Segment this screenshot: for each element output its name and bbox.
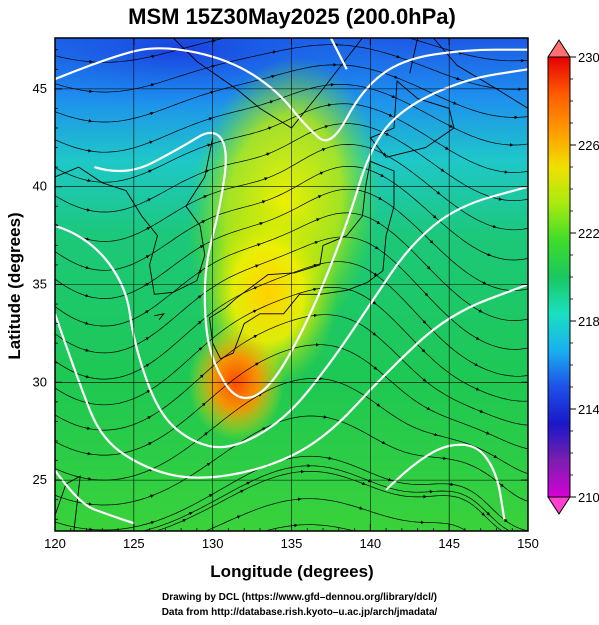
- colorbar-top-triangle: [547, 39, 571, 58]
- x-tick-label: 130: [202, 536, 224, 551]
- x-tick-label: 135: [281, 536, 303, 551]
- x-tick-label: 150: [517, 536, 539, 551]
- grid-lines: [55, 38, 528, 531]
- footer-data-source: Data from http://database.rish.kyoto–u.a…: [161, 607, 438, 618]
- y-tick-label: 40: [33, 179, 47, 194]
- x-tick-label: 145: [438, 536, 460, 551]
- x-axis: 120 125 130 135 140 145 150: [44, 38, 539, 551]
- chart-title: MSM 15Z30May2025 (200.0hPa): [128, 4, 456, 29]
- colorbar-tick-label: 226: [578, 138, 599, 153]
- y-axis-label: Latitude (degrees): [5, 212, 24, 359]
- temperature-contours: [55, 38, 528, 525]
- y-tick-label: 25: [33, 472, 47, 487]
- footer-credit: Drawing by DCL (https://www.gfd–dennou.o…: [161, 592, 437, 603]
- x-tick-label: 120: [44, 536, 66, 551]
- x-axis-label: Longitude (degrees): [210, 562, 373, 581]
- y-tick-label: 45: [33, 81, 47, 96]
- colorbar-scale: [547, 56, 571, 498]
- colorbar-tick-label: 210: [578, 490, 599, 505]
- colorbar-tick-label: 222: [578, 226, 599, 241]
- colorbar-bottom-triangle: [547, 496, 571, 515]
- plot-area: [55, 38, 528, 531]
- colorbar-tick-label: 218: [578, 314, 599, 329]
- y-tick-label: 35: [33, 277, 47, 292]
- colorbar: 210 214 218 222 226 230: [547, 39, 599, 515]
- x-tick-label: 140: [359, 536, 381, 551]
- colorbar-tick-label: 214: [578, 402, 599, 417]
- y-tick-label: 30: [33, 374, 47, 389]
- y-axis: 25 30 35 40 45: [33, 49, 528, 520]
- x-tick-label: 125: [123, 536, 145, 551]
- colorbar-tick-label: 230: [578, 50, 599, 65]
